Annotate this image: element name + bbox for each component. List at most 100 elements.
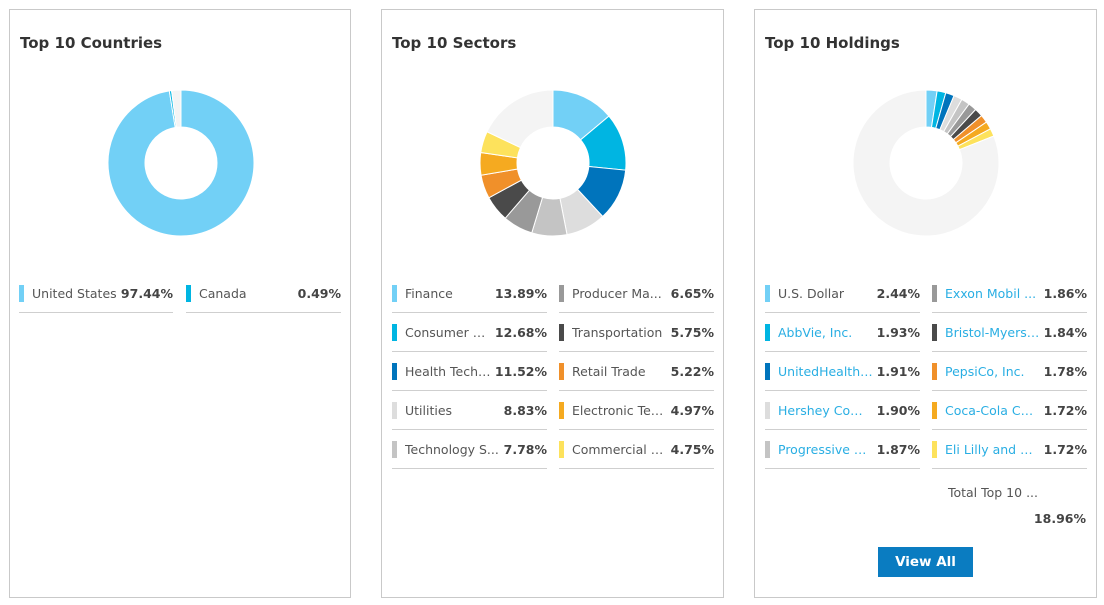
legend-item[interactable]: Eli Lilly and C... 1.72% (932, 430, 1087, 469)
legend-item: Retail Trade 5.22% (559, 352, 714, 391)
legend-item: Consumer No...12.68% (392, 313, 547, 352)
legend-value: 12.68% (494, 324, 547, 340)
legend-label: Finance (405, 285, 453, 301)
legend-label: Technology S... (405, 441, 499, 457)
legend-value: 0.49% (297, 285, 341, 301)
legend-label: Commercial S... (572, 441, 667, 457)
legend-value: 1.72% (1043, 441, 1087, 457)
legend-link[interactable]: AbbVie, Inc. (778, 324, 853, 340)
legend-swatch (765, 362, 770, 380)
view-all-button[interactable]: View All (878, 547, 973, 577)
legend-label: Electronic Tec... (572, 402, 667, 418)
card-title: Top 10 Sectors (392, 34, 517, 52)
legend-item: Technology S... 7.78% (392, 430, 547, 469)
legend-value: 1.93% (876, 324, 920, 340)
legend-item: Finance 13.89% (392, 274, 547, 313)
legend-item[interactable]: Progressive C... 1.87% (765, 430, 920, 469)
legend-label: Transportation (572, 324, 663, 340)
legend-item[interactable]: Exxon Mobil ... 1.86% (932, 274, 1087, 313)
legend-swatch (186, 284, 191, 302)
legend-swatch (932, 284, 937, 302)
legend-swatch (559, 323, 564, 341)
legend-value: 1.90% (876, 402, 920, 418)
legend-link[interactable]: Exxon Mobil ... (945, 285, 1037, 301)
legend-item: Electronic Tec... 4.97% (559, 391, 714, 430)
legend-link[interactable]: Progressive C... (778, 441, 873, 457)
legend-label: Retail Trade (572, 363, 646, 379)
legend-value: 2.44% (876, 285, 920, 301)
legend-link[interactable]: Coca-Cola Co... (945, 402, 1040, 418)
sectors-slice-other (486, 89, 554, 149)
legend-item[interactable]: AbbVie, Inc. 1.93% (765, 313, 920, 352)
legend-item[interactable]: PepsiCo, Inc. 1.78% (932, 352, 1087, 391)
legend-label: Consumer No... (405, 324, 491, 340)
countries-slice-other (170, 89, 182, 128)
legend-swatch (765, 401, 770, 419)
legend-swatch (392, 401, 397, 419)
legend-value: 6.65% (670, 285, 714, 301)
sectors-card: Top 10 Sectors Finance 13.89% Consumer No.… (381, 9, 724, 598)
legend-item: U.S. Dollar 2.44% (765, 274, 920, 313)
legend-value: 4.75% (670, 441, 714, 457)
legend-swatch (559, 440, 564, 458)
legend-value: 5.75% (670, 324, 714, 340)
legend-swatch (932, 362, 937, 380)
legend-swatch (559, 284, 564, 302)
holdings-donut-chart (852, 89, 1000, 237)
legend-link[interactable]: UnitedHealth ... (778, 363, 873, 379)
legend-swatch (932, 401, 937, 419)
legend-value: 97.44% (120, 285, 173, 301)
legend-item: Transportation 5.75% (559, 313, 714, 352)
legend-value: 1.87% (876, 441, 920, 457)
legend-value: 5.22% (670, 363, 714, 379)
legend-item[interactable]: Coca-Cola Co... 1.72% (932, 391, 1087, 430)
legend-link[interactable]: PepsiCo, Inc. (945, 363, 1025, 379)
legend-label: Utilities (405, 402, 453, 418)
legend-swatch (765, 284, 770, 302)
legend-swatch (559, 362, 564, 380)
legend-value: 4.97% (670, 402, 714, 418)
legend-label: Health Techn... (405, 363, 491, 379)
legend-swatch (392, 440, 397, 458)
legend-value: 1.91% (876, 363, 920, 379)
total-top-10-label: Total Top 10 ... (947, 485, 1038, 500)
legend-swatch (765, 323, 770, 341)
legend-label: Canada (199, 285, 247, 301)
legend-value: 1.72% (1043, 402, 1087, 418)
card-title: Top 10 Countries (20, 34, 163, 52)
legend-link[interactable]: Eli Lilly and C... (945, 441, 1040, 457)
legend-swatch (392, 284, 397, 302)
legend-value: 1.78% (1043, 363, 1087, 379)
legend-link[interactable]: Hershey Com... (778, 402, 873, 418)
legend-swatch (932, 323, 937, 341)
legend-item: Producer Ma... 6.65% (559, 274, 714, 313)
legend-swatch (392, 362, 397, 380)
legend-swatch (559, 401, 564, 419)
legend-value: 7.78% (503, 441, 547, 457)
legend-link[interactable]: Bristol-Myers ... (945, 324, 1040, 340)
legend-swatch (765, 440, 770, 458)
legend-value: 11.52% (494, 363, 547, 379)
countries-slice-0 (107, 89, 255, 237)
legend-value: 1.86% (1043, 285, 1087, 301)
legend-item[interactable]: UnitedHealth ... 1.91% (765, 352, 920, 391)
legend-item: Commercial S... 4.75% (559, 430, 714, 469)
legend-value: 1.84% (1043, 324, 1087, 340)
holdings-card: Top 10 Holdings U.S. Dollar 2.44% AbbVie, … (754, 9, 1097, 598)
legend-label: U.S. Dollar (778, 285, 845, 301)
legend-item-united-states: United States 97.44% (19, 274, 173, 313)
legend-swatch (932, 440, 937, 458)
legend-swatch (19, 284, 24, 302)
total-top-10-value: 18.96% (1033, 511, 1086, 526)
legend-value: 13.89% (494, 285, 547, 301)
legend-item: Utilities 8.83% (392, 391, 547, 430)
legend-label: United States (32, 285, 117, 301)
legend-item-canada: Canada 0.49% (186, 274, 341, 313)
legend-item: Health Techn... 11.52% (392, 352, 547, 391)
holdings-slice-other (852, 89, 1000, 237)
sectors-donut-chart (479, 89, 627, 237)
legend-item[interactable]: Bristol-Myers ... 1.84% (932, 313, 1087, 352)
legend-label: Producer Ma... (572, 285, 662, 301)
card-title: Top 10 Holdings (765, 34, 900, 52)
legend-item[interactable]: Hershey Com... 1.90% (765, 391, 920, 430)
